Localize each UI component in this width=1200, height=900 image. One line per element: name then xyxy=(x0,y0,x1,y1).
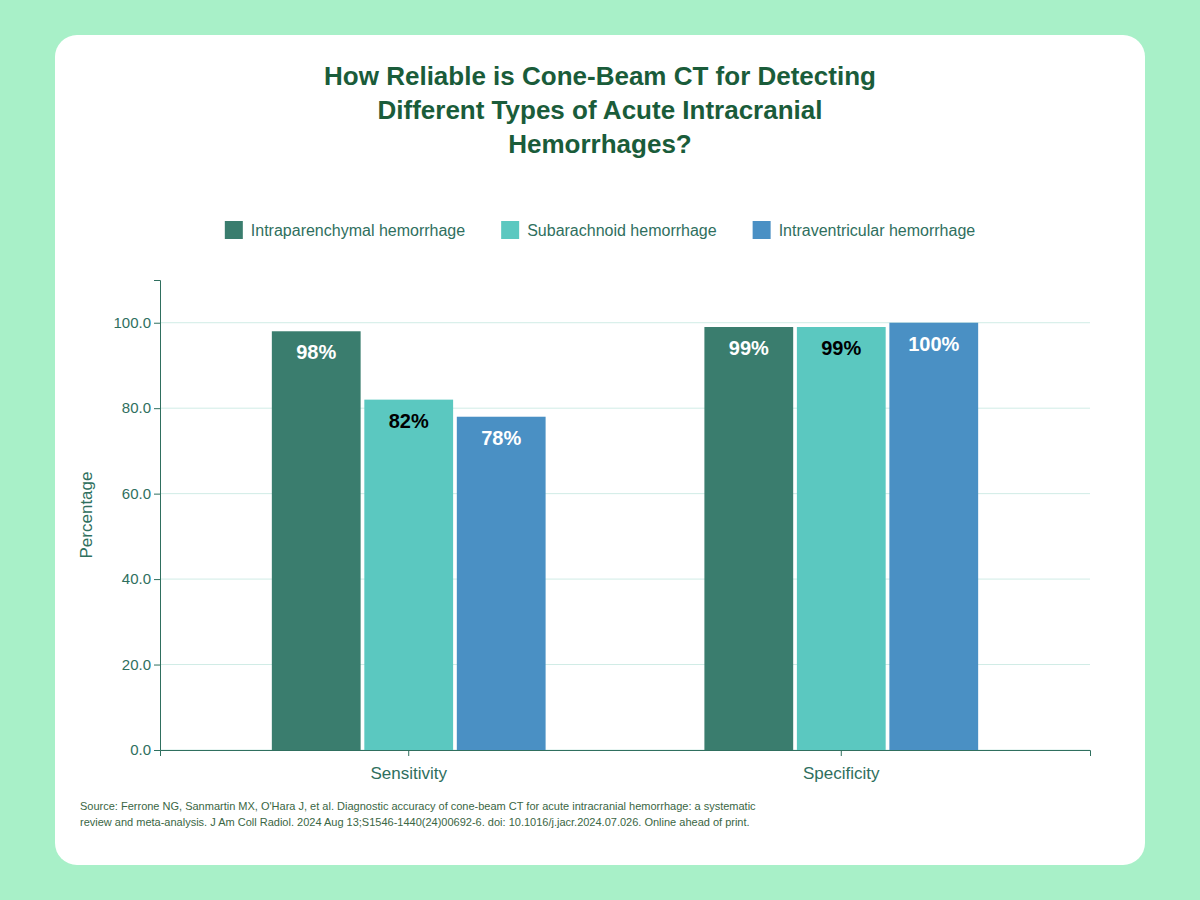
chart-svg: How Reliable is Cone-Beam CT for Detecti… xyxy=(0,0,1200,900)
legend: Intraparenchymal hemorrhage Subarachnoid … xyxy=(225,221,975,239)
bars xyxy=(272,323,978,750)
x-tick-label: Specificity xyxy=(803,764,880,783)
y-tick-label: 80.0 xyxy=(122,399,151,416)
bar xyxy=(704,327,793,750)
source: Source: Ferrone NG, Sanmartin MX, O'Hara… xyxy=(80,800,756,828)
y-tick-label: 40.0 xyxy=(122,570,151,587)
legend-swatch xyxy=(753,221,771,239)
x-tick: Specificity xyxy=(803,750,880,783)
y-tick-label: 60.0 xyxy=(122,485,151,502)
data-label: 82% xyxy=(389,410,429,432)
legend-item: Intraventricular hemorrhage xyxy=(753,221,976,239)
plot: 98% 99% 82% 99% 78% 100% 0.0 20.0 40.0 60.0 80.0 10… xyxy=(77,281,1091,784)
x-tick-mark xyxy=(841,750,842,756)
data-label: 99% xyxy=(729,337,769,359)
bar xyxy=(889,323,978,750)
y-tick: 40.0 xyxy=(122,570,160,587)
y-tick: 80.0 xyxy=(122,399,160,416)
y-tick-label: 100.0 xyxy=(113,314,151,331)
y-tick-mark xyxy=(154,665,160,666)
legend-swatch xyxy=(501,221,519,239)
y-tick: 100.0 xyxy=(113,314,160,331)
title-line: How Reliable is Cone-Beam CT for Detecti… xyxy=(324,61,876,91)
legend-item: Subarachnoid hemorrhage xyxy=(501,221,717,239)
y-tick-mark xyxy=(154,323,160,324)
background xyxy=(0,0,1200,900)
legend-swatch xyxy=(225,221,243,239)
x-axis: Sensitivity Specificity xyxy=(161,750,1091,783)
bar xyxy=(272,331,361,750)
y-tick-mark xyxy=(154,579,160,580)
legend-label: Subarachnoid hemorrhage xyxy=(527,222,717,239)
legend-item: Intraparenchymal hemorrhage xyxy=(225,221,465,239)
y-tick-mark xyxy=(154,750,160,751)
y-axis-line xyxy=(154,281,161,751)
y-tick: 0.0 xyxy=(130,741,160,758)
x-tick: Sensitivity xyxy=(370,750,447,783)
data-labels: 98% 99% 82% 99% 78% 100% xyxy=(296,333,959,449)
data-label: 98% xyxy=(296,341,336,363)
x-tick-label: Sensitivity xyxy=(370,764,447,783)
bar xyxy=(797,327,886,750)
source-line: Source: Ferrone NG, Sanmartin MX, O'Hara… xyxy=(80,800,756,812)
y-tick: 60.0 xyxy=(122,485,160,502)
y-axis-title: Percentage xyxy=(77,472,96,559)
bar xyxy=(457,417,546,750)
x-tick-mark xyxy=(408,750,409,756)
y-tick-mark xyxy=(154,494,160,495)
title-line: Different Types of Acute Intracranial xyxy=(378,95,823,125)
source-line: review and meta-analysis. J Am Coll Radi… xyxy=(80,816,750,828)
data-label: 99% xyxy=(821,337,861,359)
data-label: 100% xyxy=(908,333,959,355)
legend-label: Intraparenchymal hemorrhage xyxy=(251,222,465,239)
y-tick: 20.0 xyxy=(122,656,160,673)
data-label: 78% xyxy=(481,427,521,449)
bar xyxy=(364,400,453,750)
y-tick-label: 0.0 xyxy=(130,741,151,758)
title: How Reliable is Cone-Beam CT for Detecti… xyxy=(324,61,876,159)
grid xyxy=(160,323,1090,750)
x-axis-line xyxy=(161,751,1091,757)
legend-label: Intraventricular hemorrhage xyxy=(779,222,976,239)
panel xyxy=(55,35,1145,865)
title-line: Hemorrhages? xyxy=(508,129,692,159)
y-tick-label: 20.0 xyxy=(122,656,151,673)
y-tick-mark xyxy=(154,408,160,409)
y-axis: 0.0 20.0 40.0 60.0 80.0 100.0 xyxy=(113,281,160,759)
